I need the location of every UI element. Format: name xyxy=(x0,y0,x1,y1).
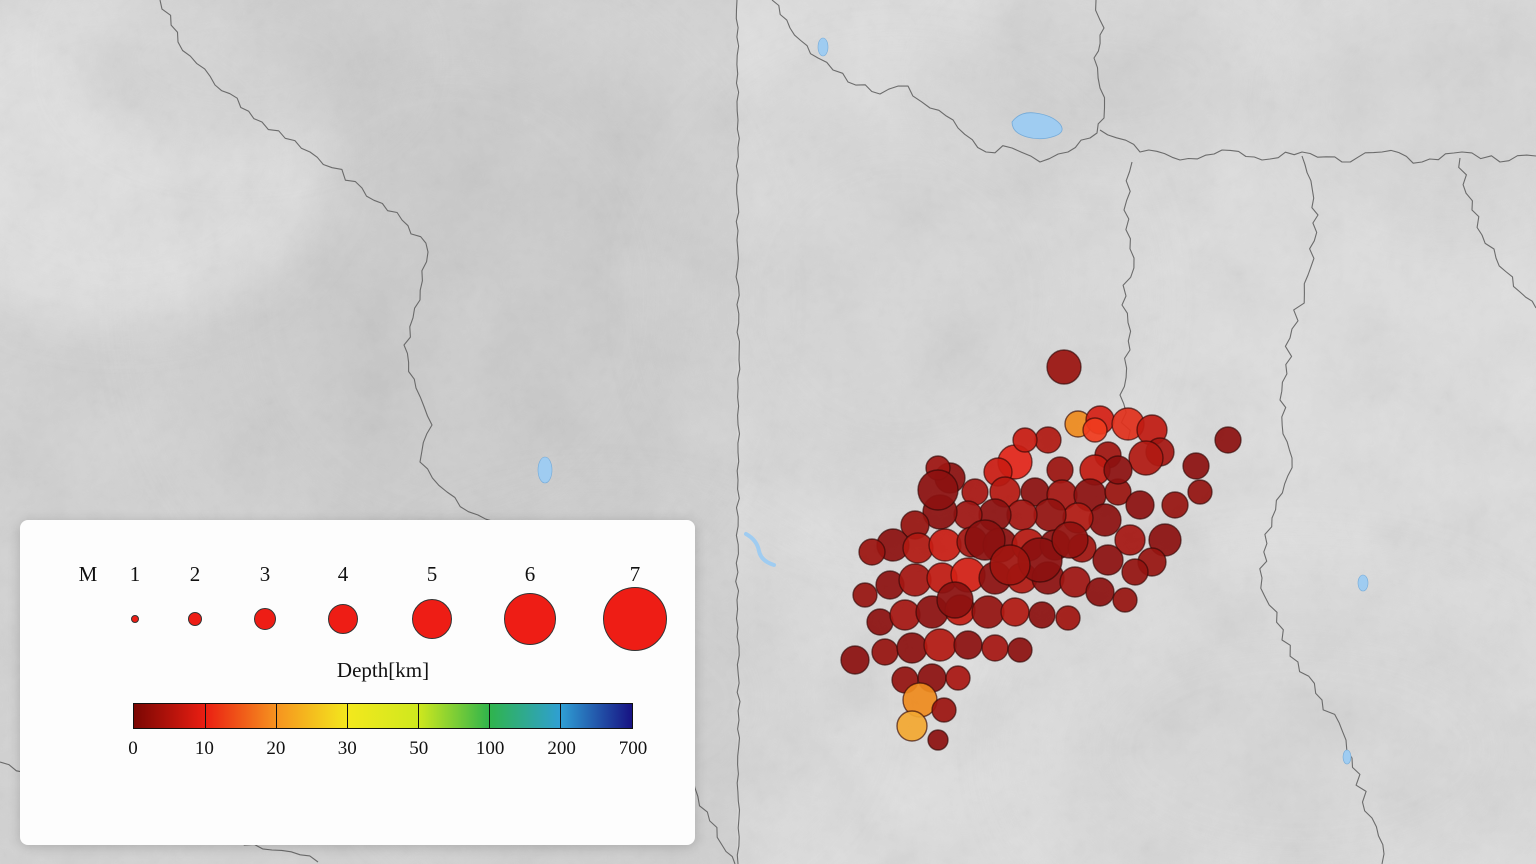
magnitude-circle xyxy=(603,587,667,651)
boundary-line xyxy=(771,0,1106,163)
colorbar-tick-mark xyxy=(489,704,491,728)
earthquake-marker xyxy=(852,582,878,608)
earthquake-marker xyxy=(1114,524,1146,556)
earthquake-marker xyxy=(1028,601,1056,629)
earthquake-marker xyxy=(1085,577,1115,607)
water-bodies xyxy=(537,37,1369,765)
earthquake-marker xyxy=(1034,426,1062,454)
boundary-line xyxy=(1259,155,1385,864)
earthquake-marker xyxy=(928,528,962,562)
boundary-line xyxy=(1099,129,1536,164)
earthquake-marker xyxy=(1182,452,1210,480)
earthquake-marker xyxy=(1161,491,1189,519)
earthquake-marker xyxy=(1000,597,1030,627)
colorbar-tick-mark xyxy=(276,704,278,728)
boundary-line xyxy=(1458,157,1536,309)
boundary-line xyxy=(735,0,741,864)
depth-tick-label: 0 xyxy=(128,738,138,759)
magnitude-label: 7 xyxy=(629,562,641,586)
earthquake-marker xyxy=(981,634,1009,662)
depth-tick-label: 10 xyxy=(194,738,214,759)
earthquake-marker xyxy=(936,581,974,619)
pond xyxy=(537,456,553,484)
earthquake-marker xyxy=(1082,417,1108,443)
depth-tick-label: 20 xyxy=(266,738,286,759)
earthquake-layer xyxy=(840,349,1242,751)
earthquake-marker xyxy=(1012,427,1038,453)
earthquake-marker xyxy=(917,469,959,511)
earthquake-marker xyxy=(1128,440,1164,476)
earthquake-marker xyxy=(896,632,928,664)
magnitude-circle xyxy=(131,615,139,623)
magnitude-circle xyxy=(328,604,358,634)
earthquake-marker xyxy=(840,645,870,675)
legend-panel: M 1 2 3 4 5 6 7 Depth[km] 0 10 20 30 50 100 200 700 xyxy=(20,520,695,845)
earthquake-marker xyxy=(1214,426,1242,454)
earthquake-marker xyxy=(871,638,899,666)
earthquake-marker xyxy=(1055,605,1081,631)
earthquake-marker xyxy=(866,608,894,636)
magnitude-label: 2 xyxy=(189,562,201,586)
magnitude-label: 6 xyxy=(524,562,536,586)
earthquake-marker xyxy=(945,665,971,691)
earthquake-marker xyxy=(989,544,1031,586)
depth-tick-label: 200 xyxy=(547,738,576,759)
magnitude-label: 4 xyxy=(337,562,349,586)
magnitude-circle xyxy=(504,593,556,645)
colorbar-tick-mark xyxy=(418,704,420,728)
lake xyxy=(1011,112,1063,140)
depth-colorbar-title: Depth[km] xyxy=(336,658,430,682)
earthquake-marker xyxy=(1046,456,1074,484)
depth-tick-label: 700 xyxy=(618,738,648,759)
pond xyxy=(817,37,829,57)
river xyxy=(744,532,776,567)
pond xyxy=(1342,749,1352,765)
colorbar-tick-mark xyxy=(205,704,207,728)
earthquake-marker xyxy=(1092,544,1124,576)
earthquake-marker xyxy=(896,710,928,742)
earthquake-marker xyxy=(1007,637,1033,663)
earthquake-marker xyxy=(1088,503,1122,537)
earthquake-marker xyxy=(858,538,886,566)
boundary-line xyxy=(1119,161,1135,441)
earthquake-marker xyxy=(1121,558,1149,586)
depth-tick-label: 30 xyxy=(337,738,357,759)
earthquake-marker xyxy=(964,519,1006,561)
magnitude-label: 1 xyxy=(129,562,141,586)
depth-colorbar xyxy=(133,703,633,729)
earthquake-marker xyxy=(902,532,934,564)
earthquake-marker xyxy=(953,630,983,660)
colorbar-tick-mark xyxy=(347,704,349,728)
earthquake-marker xyxy=(931,697,957,723)
colorbar-tick-mark xyxy=(560,704,562,728)
earthquake-marker xyxy=(971,595,1005,629)
magnitude-label: 5 xyxy=(426,562,438,586)
magnitude-circle xyxy=(254,608,276,630)
depth-tick-label: 50 xyxy=(409,738,429,759)
pond xyxy=(1357,574,1369,592)
magnitude-circle xyxy=(188,612,202,626)
earthquake-marker xyxy=(1187,479,1213,505)
earthquake-marker xyxy=(923,628,957,662)
magnitude-scale-title: M xyxy=(78,562,98,586)
depth-tick-label: 100 xyxy=(475,738,505,759)
earthquake-marker xyxy=(1125,490,1155,520)
magnitude-label: 3 xyxy=(259,562,271,586)
earthquake-marker xyxy=(1046,349,1082,385)
magnitude-circle xyxy=(412,599,452,639)
earthquake-marker xyxy=(889,599,921,631)
earthquake-marker xyxy=(1051,521,1089,559)
earthquake-marker xyxy=(1103,455,1133,485)
earthquake-marker xyxy=(927,729,949,751)
earthquake-marker xyxy=(898,563,932,597)
earthquake-marker xyxy=(1112,587,1138,613)
